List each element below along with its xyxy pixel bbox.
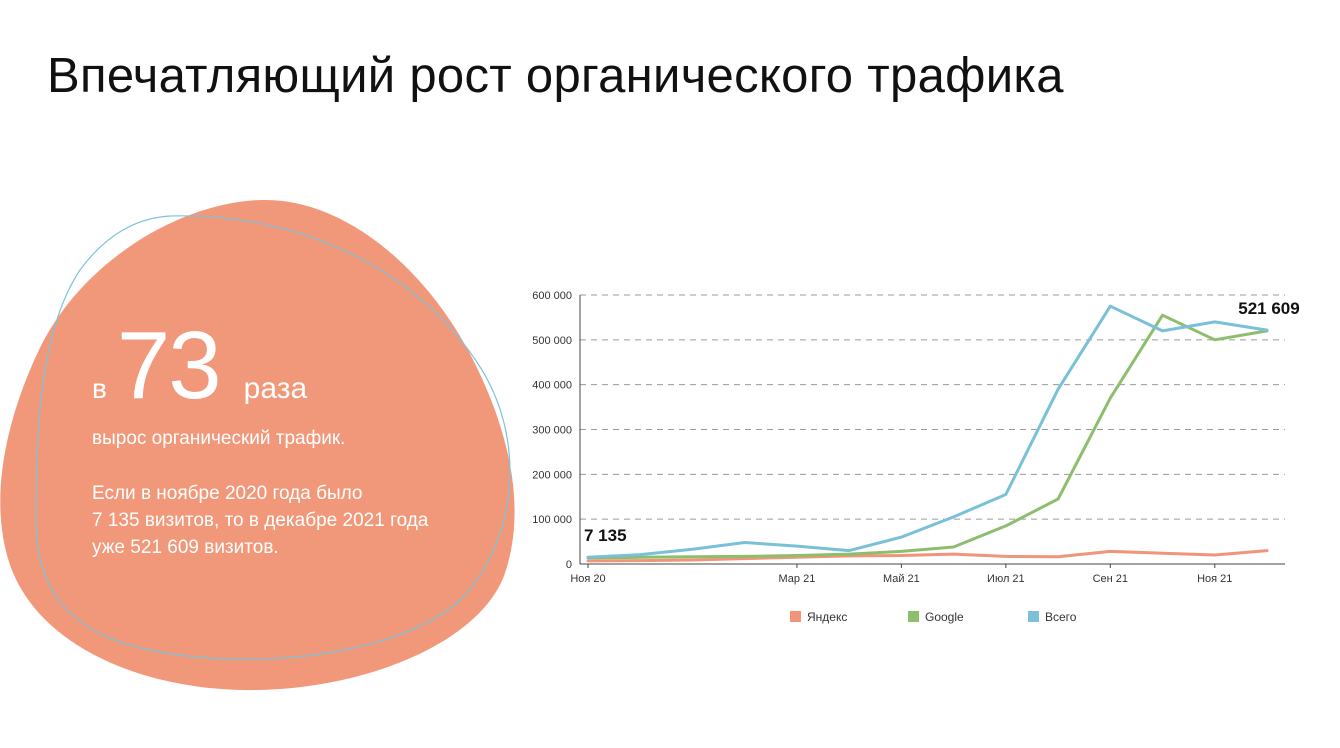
stat-number: 73 [116, 312, 222, 419]
y-tick-label: 0 [566, 559, 572, 571]
legend-label: Яндекс [807, 610, 847, 624]
blob-shape [0, 199, 515, 691]
legend-swatch [790, 611, 801, 622]
y-tick-label: 400 000 [532, 380, 572, 392]
legend-swatch [1028, 611, 1039, 622]
y-tick-label: 200 000 [532, 469, 572, 481]
page-title: Впечатляющий рост органического трафика [47, 49, 1064, 103]
x-tick-label: Мар 21 [779, 573, 816, 585]
stat-subtitle: вырос органический трафик. [92, 428, 346, 449]
series-line-Google [586, 313, 1269, 560]
legend-label: Всего [1045, 610, 1077, 624]
x-tick-label: Ноя 21 [1197, 573, 1232, 585]
stat-description-line: Если в ноябре 2020 года было [92, 483, 363, 504]
legend-swatch [908, 611, 919, 622]
highlight-blob [0, 199, 515, 691]
y-tick-label: 100 000 [532, 514, 572, 526]
stat-prefix: в [92, 373, 107, 404]
data-label: 521 609 [1238, 299, 1299, 318]
y-tick-label: 300 000 [532, 425, 572, 437]
traffic-line-chart: 0 100 000 200 000 300 000 400 000 500 000 600 … [532, 290, 1299, 624]
series-line-Всего [586, 304, 1269, 559]
x-tick-label: Июл 21 [987, 573, 1025, 585]
stat-description-line: уже 521 609 визитов. [92, 537, 279, 558]
highlight-stat: в 73 раза вырос органический трафик. Есл… [92, 318, 512, 561]
x-tick-label: Сен 21 [1093, 573, 1128, 585]
legend-label: Google [925, 610, 964, 624]
stat-suffix: раза [243, 372, 308, 405]
series-line-Яндекс [586, 549, 1269, 563]
x-tick-label: Ноя 20 [570, 573, 605, 585]
y-tick-label: 500 000 [532, 335, 572, 347]
x-tick-label: Май 21 [883, 573, 920, 585]
stat-description-line: 7 135 визитов, то в декабре 2021 года [92, 510, 429, 531]
blob-outline [35, 215, 511, 660]
y-tick-label: 600 000 [532, 290, 572, 302]
data-label: 7 135 [584, 526, 627, 545]
stat-description: Если в ноябре 2020 года было 7 135 визит… [92, 480, 512, 561]
